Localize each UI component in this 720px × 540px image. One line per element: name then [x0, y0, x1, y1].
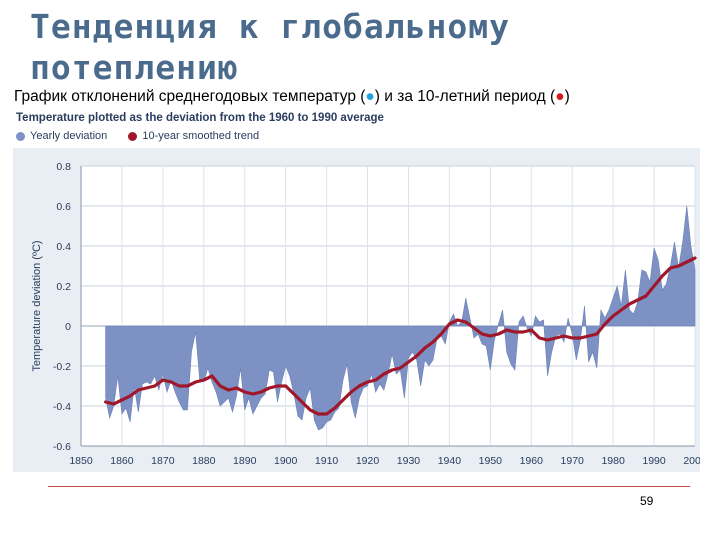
subtitle-blue-dot: ●: [365, 88, 375, 105]
y-tick-label: -0.2: [53, 361, 71, 373]
subtitle-text-2: ) и за 10-летний период (: [374, 88, 556, 105]
page-number: 59: [640, 494, 654, 508]
x-tick-label: 1910: [315, 455, 339, 467]
smoothed-trend-line: [103, 256, 697, 416]
subtitle-text-1: График отклонений среднегодовых температ…: [14, 88, 366, 105]
x-tick-label: 1890: [233, 455, 257, 467]
x-tick-label: 1900: [274, 455, 298, 467]
x-tick-label: 1990: [642, 455, 666, 467]
chart-figure: Temperature plotted as the deviation fro…: [13, 110, 700, 472]
y-tick-label: -0.4: [53, 401, 71, 413]
legend-label-yearly: Yearly deviation: [30, 130, 108, 142]
x-tick-label: 1880: [192, 455, 216, 467]
plot-area: [81, 166, 695, 446]
y-tick-label: 0.4: [56, 241, 71, 253]
legend-swatch-trend: [128, 131, 138, 141]
legend-label-trend: 10-year smoothed trend: [142, 130, 260, 142]
footer-divider: [48, 486, 690, 487]
x-tick-label: 1860: [110, 455, 134, 467]
x-tick-label: 1980: [601, 455, 625, 467]
x-tick-label: 2000: [683, 455, 700, 467]
subtitle-text-3: ): [564, 88, 570, 105]
y-axis-label: Temperature deviation (ºC): [31, 240, 43, 371]
legend-item-yearly: Yearly deviation: [16, 130, 107, 142]
y-tick-label: 0.8: [56, 161, 71, 173]
x-tick-label: 1960: [520, 455, 544, 467]
x-tick-label: 1940: [438, 455, 462, 467]
y-tick-label: 0.2: [56, 281, 71, 293]
chart-header: Temperature plotted as the deviation fro…: [13, 110, 700, 148]
x-tick-label: 1850: [69, 455, 93, 467]
y-tick-label: 0: [65, 321, 71, 333]
chart-svg: 0.8 0.6 0.4 0.2 0 -0.2 -0.4 -0.6 1850 1860 1870 188…: [31, 161, 700, 467]
y-tick-label: 0.6: [56, 201, 71, 213]
x-tick-label: 1930: [397, 455, 421, 467]
chart-title: Temperature plotted as the deviation fro…: [16, 112, 384, 124]
slide-title: Тенденция к глобальному потеплению: [30, 7, 510, 87]
x-tick-label: 1950: [479, 455, 503, 467]
x-tick-label: 1970: [561, 455, 585, 467]
legend-swatch-yearly: [16, 131, 25, 141]
x-tick-label: 1870: [151, 455, 175, 467]
y-tick-label: -0.6: [53, 441, 71, 453]
slide-subtitle: График отклонений среднегодовых температ…: [14, 88, 714, 106]
legend-item-trend: 10-year smoothed trend: [128, 130, 259, 142]
x-tick-label: 1920: [356, 455, 380, 467]
subtitle-red-dot: ●: [555, 88, 565, 105]
chart-legend: Yearly deviation 10-year smoothed trend: [16, 130, 277, 144]
